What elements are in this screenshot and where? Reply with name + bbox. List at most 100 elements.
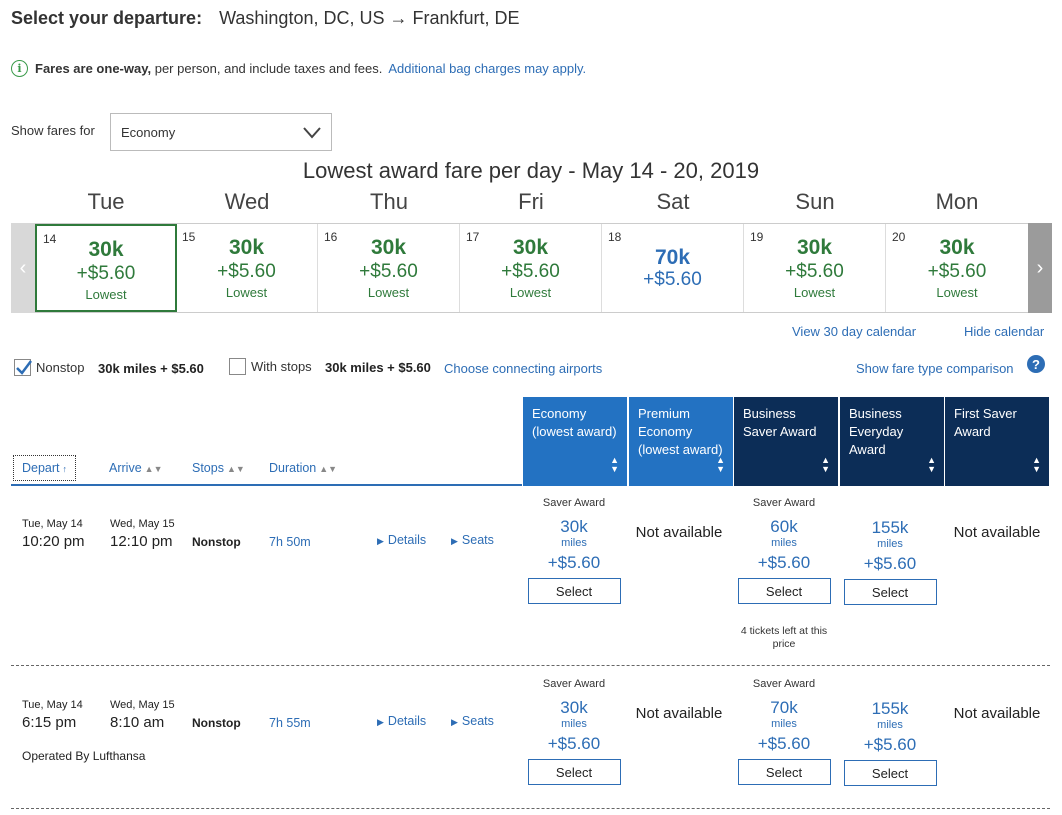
day-miles: 30k [370,236,407,259]
cabin-select-value: Economy [121,125,176,140]
hide-calendar-link[interactable]: Hide calendar [964,324,1045,339]
fare-tax: +$5.60 [863,554,917,573]
fare-business-saver: Saver Award 60k miles +$5.60 Select [732,497,836,604]
select-button[interactable]: Select [737,578,831,604]
select-button[interactable]: Select [527,759,621,785]
col-label: Economy (lowest award) [532,406,617,439]
select-button[interactable]: Select [737,759,831,785]
col-premium-economy[interactable]: Premium Economy (lowest award) ▲ ▼ [629,397,733,486]
sort-icon: ▲▼ [144,464,163,474]
caret-right-icon: ▶ [377,536,384,546]
with-stops-checkbox[interactable] [229,358,246,375]
day-tax: +$5.60 [217,261,276,282]
dow-label: Mon [935,189,979,214]
notice-bold: Fares are one-way, [35,61,152,76]
day-number: 17 [466,230,480,244]
col-label: First Saver Award [954,406,1017,439]
row-divider [11,665,1050,666]
fare-miles-unit: miles [877,719,903,731]
depart-date: Tue, May 14 [22,518,83,530]
seats-label: Seats [461,533,494,547]
sort-icon: ▲▼ [226,464,245,474]
day-miles: 70k [654,246,691,269]
select-button[interactable]: Select [843,579,937,605]
details-link[interactable]: ▶ Details [377,533,426,547]
first-not-available: Not available [953,705,1041,722]
cabin-select[interactable]: Economy [110,113,332,151]
day-note: Lowest [85,287,127,302]
depart-time: 10:20 pm [22,533,85,550]
fare-miles: 155k [871,699,909,718]
fare-miles: 30k [560,698,588,717]
page-title-label: Select your departure: [11,8,203,28]
route-text: Washington, DC, US → Frankfurt, DE [219,8,520,28]
fare-miles: 155k [871,518,909,537]
fare-miles: 60k [770,517,798,536]
help-icon[interactable]: ? [1027,355,1045,373]
sort-duration[interactable]: Duration ▲▼ [269,461,337,475]
fare-tag: Saver Award [542,678,606,690]
day-tax: +$5.60 [643,269,702,290]
calendar-day[interactable]: 14 30k +$5.60 Lowest [35,224,177,312]
view-30-day-link[interactable]: View 30 day calendar [792,324,917,339]
fare-tax: +$5.60 [863,735,917,754]
fare-miles-unit: miles [561,537,587,549]
seats-link[interactable]: ▶ Seats [451,714,494,728]
col-label: Premium Economy (lowest award) [638,406,723,457]
col-business-saver[interactable]: Business Saver Award ▲ ▼ [734,397,838,486]
sort-depart[interactable]: Depart ↑ [13,455,77,481]
day-tax: +$5.60 [785,261,844,282]
sort-arrive[interactable]: Arrive ▲▼ [109,461,162,475]
seats-label: Seats [461,714,494,728]
calendar-next-button[interactable]: › [1028,223,1052,313]
nonstop-checkbox[interactable] [14,359,32,376]
chevron-down-icon [303,127,321,139]
fare-economy: Saver Award 30k miles +$5.60 Select [522,678,626,785]
caret-right-icon: ▶ [377,717,384,727]
connecting-airports-link[interactable]: Choose connecting airports [444,361,603,376]
arrive-date: Wed, May 15 [110,699,175,711]
caret-right-icon: ▶ [451,717,458,727]
stops-value: Nonstop [192,716,241,730]
calendar-day[interactable]: 19 30k +$5.60 Lowest [744,224,886,312]
select-button[interactable]: Select [527,578,621,604]
fare-miles: 30k [560,517,588,536]
with-stops-label: With stops [251,359,312,374]
details-link[interactable]: ▶ Details [377,714,426,728]
duration-value: 7h 50m [269,535,311,549]
day-number: 19 [750,230,764,244]
calendar-prev-button[interactable]: ‹ [11,223,35,313]
caret-right-icon: ▶ [451,536,458,546]
fare-comparison-link[interactable]: Show fare type comparison [856,361,1014,376]
calendar-day[interactable]: 16 30k +$5.60 Lowest [318,224,460,312]
calendar-title: Lowest award fare per day - May 14 - 20,… [302,158,760,183]
calendar-day[interactable]: 15 30k +$5.60 Lowest [176,224,318,312]
with-stops-price: 30k miles + $5.60 [325,360,431,375]
sort-depart-label: Depart [22,461,60,475]
seats-link[interactable]: ▶ Seats [451,533,494,547]
info-icon: i [11,60,28,77]
calendar-day[interactable]: 20 30k +$5.60 Lowest [886,224,1028,312]
fare-miles-unit: miles [771,718,797,730]
day-number: 15 [182,230,196,244]
tickets-left-note: 4 tickets left at this price [740,625,828,650]
sort-icon: ▲▼ [1032,455,1041,474]
bag-charges-link[interactable]: Additional bag charges may apply. [388,61,587,76]
calendar-day[interactable]: 17 30k +$5.60 Lowest [460,224,602,312]
col-label: Business Saver Award [743,406,817,439]
dow-label: Wed [224,189,270,214]
day-tax: +$5.60 [501,261,560,282]
select-button[interactable]: Select [843,760,937,786]
sort-underline [11,484,522,486]
checkmark-icon [16,360,32,375]
sort-stops[interactable]: Stops ▲▼ [192,461,245,475]
col-business-everyday[interactable]: Business Everyday Award ▲ ▼ [840,397,944,486]
fare-tax: +$5.60 [547,553,601,572]
fare-tag: Saver Award [752,497,816,509]
col-economy[interactable]: Economy (lowest award) ▲ ▼ [523,397,627,486]
col-first-saver[interactable]: First Saver Award ▲ ▼ [945,397,1049,486]
fare-economy: Saver Award 30k miles +$5.60 Select [522,497,626,604]
sort-stops-label: Stops [192,461,224,475]
calendar-day[interactable]: 18 70k +$5.60 [602,224,744,312]
dow-label: Thu [370,189,408,214]
